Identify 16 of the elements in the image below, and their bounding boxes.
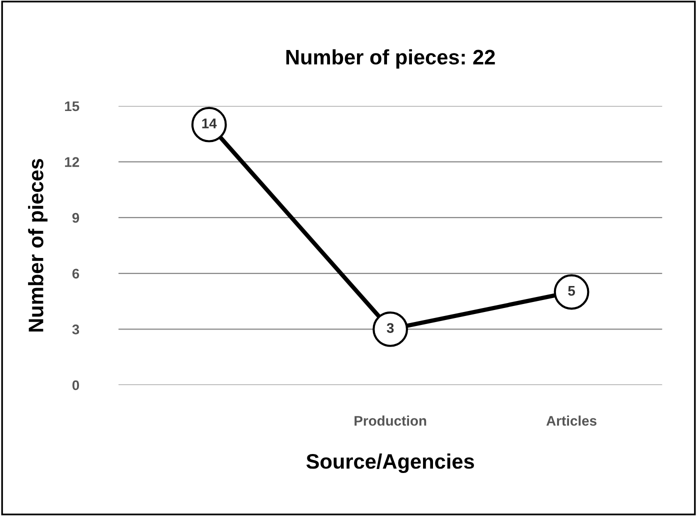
y-tick-label: 12	[65, 157, 80, 167]
point	[372, 311, 408, 347]
x-tick-label: Production	[354, 416, 426, 426]
y-tick-label: 0	[72, 380, 80, 390]
data-label: 3	[386, 323, 394, 333]
chart-title: Number of pieces: 22	[286, 49, 495, 69]
data-label: 5	[568, 286, 576, 296]
x-tick-label: Articles	[546, 416, 596, 426]
y-tick-label: 3	[72, 324, 80, 334]
x-axis-title: Source/Agencies	[306, 454, 474, 474]
y-axis-title: Number of pieces	[28, 158, 48, 332]
point	[554, 274, 590, 310]
y-tick-label: 15	[65, 101, 80, 112]
y-tick-label: 6	[72, 268, 80, 279]
data-label: 14	[202, 118, 217, 128]
y-tick-label: 9	[72, 212, 80, 223]
